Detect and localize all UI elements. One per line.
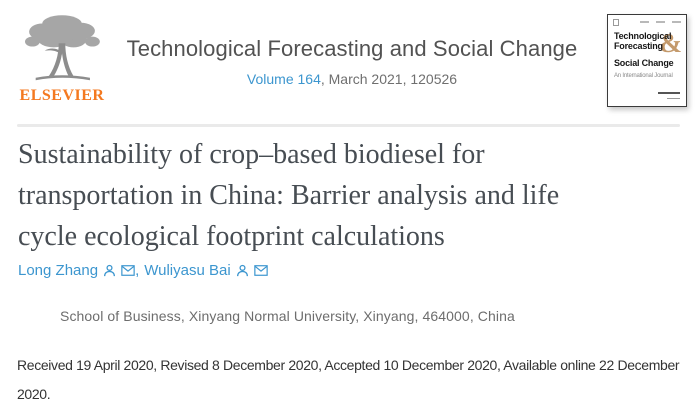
cover-header-marks: [640, 21, 681, 23]
affiliation: School of Business, Xinyang Normal Unive…: [60, 308, 515, 324]
header-divider: [17, 124, 680, 127]
dates-line: 2020.: [17, 386, 51, 402]
cover-ampersand: &: [659, 28, 683, 58]
article-title-line: transportation in China: Barrier analysi…: [18, 180, 560, 211]
author-separator: ,: [135, 262, 140, 279]
journal-title-link[interactable]: Technological Forecasting and Social Cha…: [126, 36, 578, 61]
article-title: Sustainability of crop–based biodiesel f…: [18, 134, 688, 257]
elsevier-wordmark: ELSEVIER: [19, 87, 105, 104]
cover-footer-bar: [658, 92, 680, 94]
article-title-line: cycle ecological footprint calculations: [18, 221, 445, 252]
envelope-icon[interactable]: [121, 265, 135, 276]
author-list: Long Zhang , Wuliyasu Bai: [18, 262, 268, 279]
person-icon[interactable]: [236, 264, 249, 277]
cover-title-line: Social Change: [614, 58, 674, 68]
cover-footer-mark: [667, 98, 680, 99]
volume-issue-line: Volume 164, March 2021, 120526: [110, 71, 594, 87]
journal-cover-thumbnail[interactable]: & Technological Forecasting Social Chang…: [607, 14, 687, 107]
elsevier-logo[interactable]: ELSEVIER: [16, 12, 108, 105]
author-link-wuliyasu-bai[interactable]: Wuliyasu Bai: [144, 262, 231, 279]
issue-info: , March 2021, 120526: [320, 71, 458, 87]
elsevier-tree-icon: [25, 15, 100, 81]
article-dates: Received 19 April 2020, Revised 8 Decemb…: [17, 351, 680, 406]
dates-line: Received 19 April 2020, Revised 8 Decemb…: [17, 357, 680, 373]
envelope-icon[interactable]: [253, 265, 268, 276]
cover-subtitle: An International Journal: [614, 73, 673, 79]
article-title-line: Sustainability of crop–based biodiesel f…: [18, 139, 485, 170]
cover-title-line: Forecasting: [614, 41, 663, 51]
cover-title: Technological Forecasting Social Change: [614, 31, 674, 68]
journal-info: Technological Forecasting and Social Cha…: [110, 36, 594, 87]
cover-title-line: Technological: [614, 31, 672, 41]
author-link-long-zhang[interactable]: Long Zhang: [18, 262, 99, 279]
volume-link[interactable]: Volume 164: [246, 71, 321, 87]
person-icon[interactable]: [103, 264, 116, 277]
cover-publisher-mark-icon: [613, 19, 619, 26]
